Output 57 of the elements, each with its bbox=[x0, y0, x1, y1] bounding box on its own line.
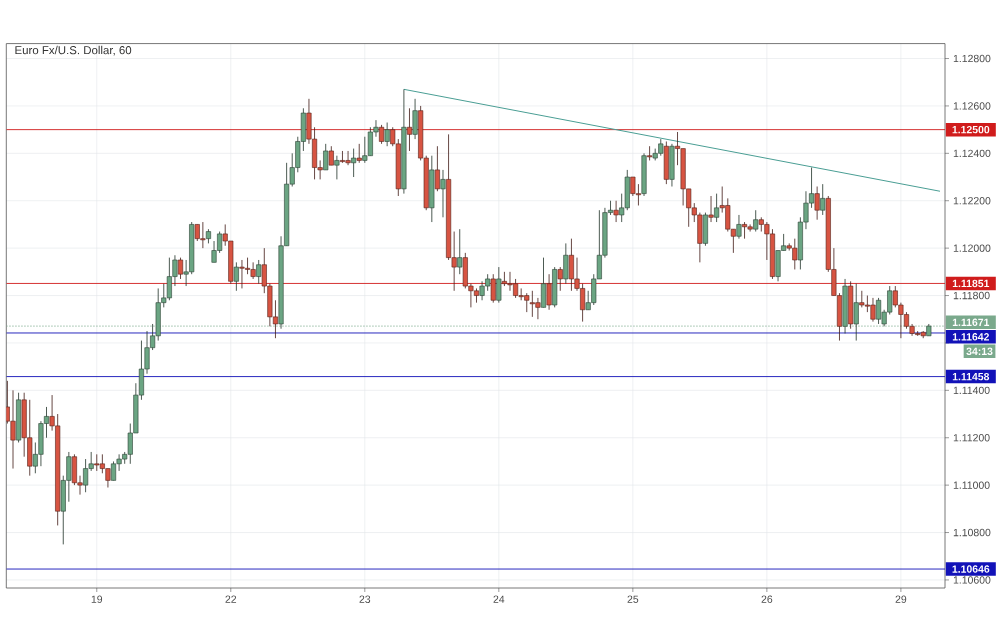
x-tick-label: 22 bbox=[225, 595, 237, 603]
candlestick bbox=[379, 124, 385, 145]
ref-line-label: 1.11851 bbox=[952, 279, 990, 288]
candlestick bbox=[496, 266, 502, 304]
candlestick bbox=[736, 214, 742, 240]
candlestick bbox=[814, 186, 820, 221]
candlestick bbox=[434, 145, 440, 192]
candlestick bbox=[563, 242, 569, 285]
text: 34:13 bbox=[966, 347, 993, 356]
x-tick-label: 19 bbox=[91, 595, 103, 603]
candlestick bbox=[708, 195, 714, 223]
candlestick bbox=[546, 273, 552, 311]
candlestick bbox=[457, 228, 463, 275]
y-tick-label: 1.12000 bbox=[953, 244, 991, 252]
x-tick-label: 25 bbox=[627, 595, 639, 603]
candlestick bbox=[412, 98, 418, 140]
candlestick bbox=[406, 107, 413, 152]
x-tick-label: 24 bbox=[493, 595, 505, 603]
x-tick-label: 29 bbox=[895, 595, 907, 603]
x-tick-label: 26 bbox=[761, 595, 773, 603]
ref-line-label: 1.11671 bbox=[952, 318, 990, 327]
y-tick-label: 1.10800 bbox=[953, 528, 991, 537]
candlestick bbox=[714, 193, 720, 223]
candlestick bbox=[10, 389, 16, 469]
ref-line-label: 1.12500 bbox=[952, 125, 990, 134]
candlestick bbox=[647, 145, 653, 161]
ref-line-label: 1.11458 bbox=[952, 372, 990, 381]
candlestick bbox=[384, 122, 390, 147]
candlestick bbox=[351, 148, 357, 178]
candlestick bbox=[356, 143, 362, 164]
y-tick-label: 1.12800 bbox=[953, 54, 991, 63]
candlestick bbox=[613, 200, 619, 223]
candlestick bbox=[540, 257, 547, 308]
candlestick bbox=[323, 143, 329, 171]
candlestick bbox=[233, 261, 239, 292]
candlestick bbox=[177, 257, 184, 280]
y-tick-label: 1.12200 bbox=[953, 197, 991, 205]
y-tick-label: 1.10600 bbox=[953, 576, 991, 584]
candlestick bbox=[256, 259, 262, 285]
candlestick bbox=[328, 145, 334, 166]
candlestick bbox=[490, 273, 496, 304]
y-tick-label: 1.12400 bbox=[953, 149, 991, 158]
candlestick bbox=[557, 266, 563, 292]
candlestick bbox=[820, 183, 826, 216]
candlestick bbox=[440, 169, 446, 218]
y-tick-label: 1.11000 bbox=[953, 481, 990, 489]
y-tick-label: 1.11800 bbox=[953, 291, 990, 300]
ref-line-label: 1.10646 bbox=[952, 565, 990, 573]
x-tick-label: 23 bbox=[359, 595, 371, 603]
chart-title: Euro Fx/U.S. Dollar, 60 bbox=[15, 45, 132, 56]
candlestick bbox=[853, 283, 859, 341]
y-tick-label: 1.12600 bbox=[953, 102, 991, 110]
ref-line-label: 1.11642 bbox=[952, 333, 989, 341]
candlestick bbox=[334, 155, 340, 180]
y-tick-label: 1.11400 bbox=[953, 386, 990, 395]
candlestick bbox=[753, 209, 759, 232]
y-tick-label: 1.11200 bbox=[953, 434, 990, 442]
